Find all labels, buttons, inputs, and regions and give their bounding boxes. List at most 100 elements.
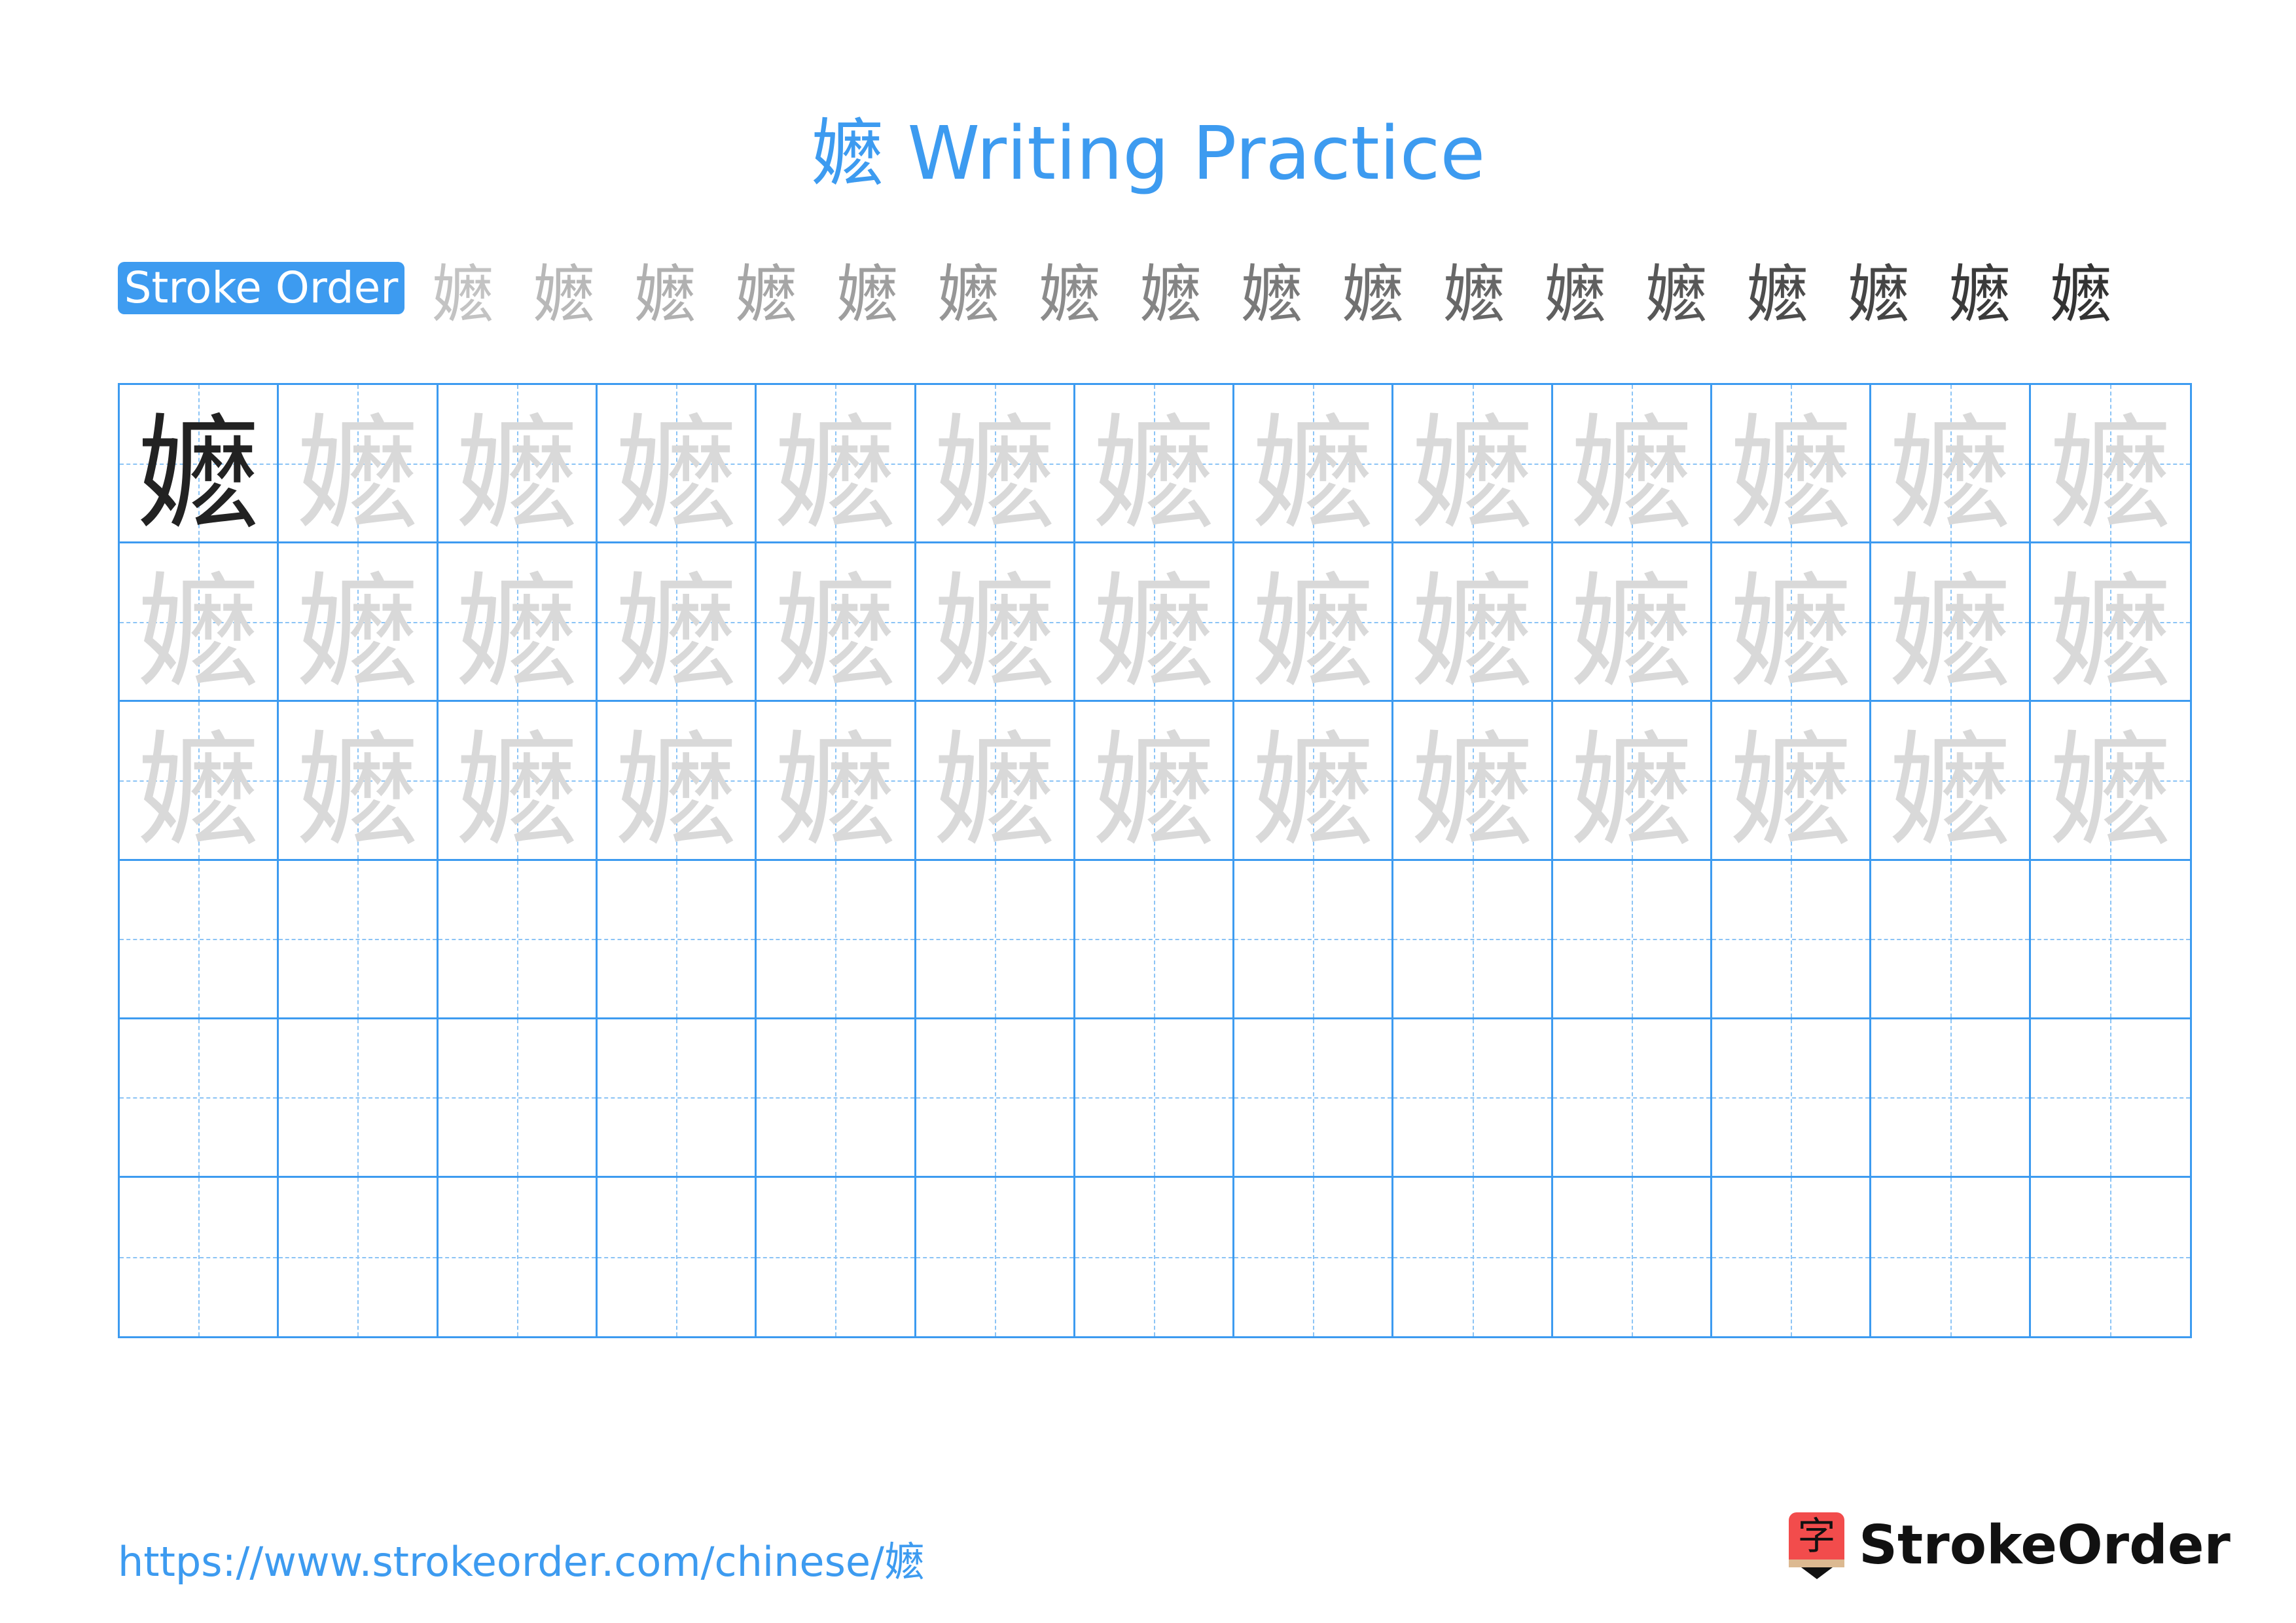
stroke-order-sequence: 嬷嬷嬷嬷嬷嬷嬷嬷嬷嬷嬷嬷嬷嬷嬷嬷嬷 (412, 252, 2132, 337)
stroke-step-5: 嬷 (836, 258, 899, 331)
trace-cell: 嬷 (1393, 543, 1553, 702)
trace-cell: 嬷 (1552, 543, 1713, 702)
blank-practice-cell (279, 1019, 439, 1178)
trace-cell: 嬷 (279, 543, 439, 702)
stroke-step-13: 嬷 (1645, 258, 1708, 331)
blank-practice-cell (438, 1019, 598, 1178)
blank-practice-cell (1075, 1019, 1235, 1178)
blank-practice-cell (1234, 1177, 1394, 1336)
trace-cell: 嬷 (1871, 543, 2031, 702)
blank-practice-cell (1075, 860, 1235, 1019)
blank-practice-cell (438, 860, 598, 1019)
trace-cell: 嬷 (279, 702, 439, 861)
trace-cell: 嬷 (438, 702, 598, 861)
trace-cell: 嬷 (597, 702, 757, 861)
trace-cell: 嬷 (438, 385, 598, 544)
blank-practice-cell (1552, 1019, 1713, 1178)
blank-practice-cell (1552, 1177, 1713, 1336)
stroke-step-6: 嬷 (937, 258, 1000, 331)
trace-cell: 嬷 (1234, 543, 1394, 702)
blank-practice-cell (757, 1177, 916, 1336)
blank-practice-cell (279, 860, 439, 1019)
blank-practice-cell (1712, 1177, 1872, 1336)
trace-cell: 嬷 (1552, 702, 1713, 861)
trace-cell: 嬷 (1712, 385, 1872, 544)
trace-cell: 嬷 (279, 385, 439, 544)
blank-practice-cell (2030, 1177, 2190, 1336)
stroke-step-3: 嬷 (634, 258, 697, 331)
trace-cell: 嬷 (757, 385, 916, 544)
trace-cell: 嬷 (2030, 702, 2190, 861)
stroke-step-17: 嬷 (2049, 258, 2113, 331)
stroke-step-4: 嬷 (734, 258, 798, 331)
blank-practice-cell (1552, 860, 1713, 1019)
trace-cell: 嬷 (120, 702, 279, 861)
stroke-step-8: 嬷 (1139, 258, 1202, 331)
blank-practice-cell (1393, 860, 1553, 1019)
blank-practice-cell (1234, 1019, 1394, 1178)
blank-practice-cell (2030, 860, 2190, 1019)
pencil-logo-icon: 字 (1789, 1512, 1844, 1579)
stroke-step-2: 嬷 (532, 258, 596, 331)
trace-cell: 嬷 (757, 543, 916, 702)
trace-cell: 嬷 (916, 385, 1075, 544)
blank-practice-cell (1234, 860, 1394, 1019)
blank-practice-cell (2030, 1019, 2190, 1178)
trace-cell: 嬷 (2030, 543, 2190, 702)
blank-practice-cell (438, 1177, 598, 1336)
stroke-step-15: 嬷 (1847, 258, 1910, 331)
trace-cell: 嬷 (1712, 543, 1872, 702)
trace-cell: 嬷 (916, 702, 1075, 861)
trace-cell: 嬷 (1871, 385, 2031, 544)
trace-cell: 嬷 (1075, 385, 1235, 544)
stroke-step-9: 嬷 (1240, 258, 1304, 331)
blank-practice-cell (916, 1177, 1075, 1336)
blank-practice-cell (597, 1019, 757, 1178)
blank-practice-cell (120, 1177, 279, 1336)
blank-practice-cell (1871, 860, 2031, 1019)
blank-practice-cell (1871, 1177, 2031, 1336)
blank-practice-cell (916, 860, 1075, 1019)
trace-cell: 嬷 (438, 543, 598, 702)
trace-cell: 嬷 (1552, 385, 1713, 544)
stroke-step-10: 嬷 (1341, 258, 1405, 331)
stroke-step-7: 嬷 (1038, 258, 1102, 331)
blank-practice-cell (916, 1019, 1075, 1178)
footer-url-link[interactable]: https://www.strokeorder.com/chinese/嬷 (118, 1538, 925, 1586)
blank-practice-cell (597, 1177, 757, 1336)
trace-cell: 嬷 (1393, 702, 1553, 861)
trace-cell: 嬷 (757, 702, 916, 861)
trace-cell: 嬷 (2030, 385, 2190, 544)
trace-cell: 嬷 (1234, 385, 1394, 544)
blank-practice-cell (1393, 1177, 1553, 1336)
blank-practice-cell (1712, 1019, 1872, 1178)
trace-cell: 嬷 (1393, 385, 1553, 544)
blank-practice-cell (279, 1177, 439, 1336)
trace-cell: 嬷 (1234, 702, 1394, 861)
blank-practice-cell (120, 1019, 279, 1178)
stroke-step-1: 嬷 (431, 258, 495, 331)
blank-practice-cell (597, 860, 757, 1019)
stroke-step-16: 嬷 (1948, 258, 2011, 331)
brand-name: StrokeOrder (1859, 1514, 2231, 1577)
trace-cell: 嬷 (120, 543, 279, 702)
blank-practice-cell (120, 860, 279, 1019)
trace-cell: 嬷 (1712, 702, 1872, 861)
strokeorder-logo: 字 StrokeOrder (1789, 1512, 2231, 1579)
stroke-step-11: 嬷 (1443, 258, 1506, 331)
blank-practice-cell (1871, 1019, 2031, 1178)
trace-cell: 嬷 (1075, 702, 1235, 861)
trace-cell: 嬷 (597, 543, 757, 702)
trace-cell: 嬷 (1075, 543, 1235, 702)
stroke-step-12: 嬷 (1543, 258, 1607, 331)
blank-practice-cell (1712, 860, 1872, 1019)
trace-cell: 嬷 (916, 543, 1075, 702)
trace-cell: 嬷 (597, 385, 757, 544)
model-character-cell: 嬷 (120, 385, 279, 544)
practice-grid: 嬷嬷嬷嬷嬷嬷嬷嬷嬷嬷嬷嬷嬷嬷嬷嬷嬷嬷嬷嬷嬷嬷嬷嬷嬷嬷嬷嬷嬷嬷嬷嬷嬷嬷嬷嬷嬷嬷嬷 (118, 383, 2192, 1338)
blank-practice-cell (1393, 1019, 1553, 1178)
blank-practice-cell (1075, 1177, 1235, 1336)
blank-practice-cell (757, 860, 916, 1019)
trace-cell: 嬷 (1871, 702, 2031, 861)
stroke-step-14: 嬷 (1746, 258, 1809, 331)
